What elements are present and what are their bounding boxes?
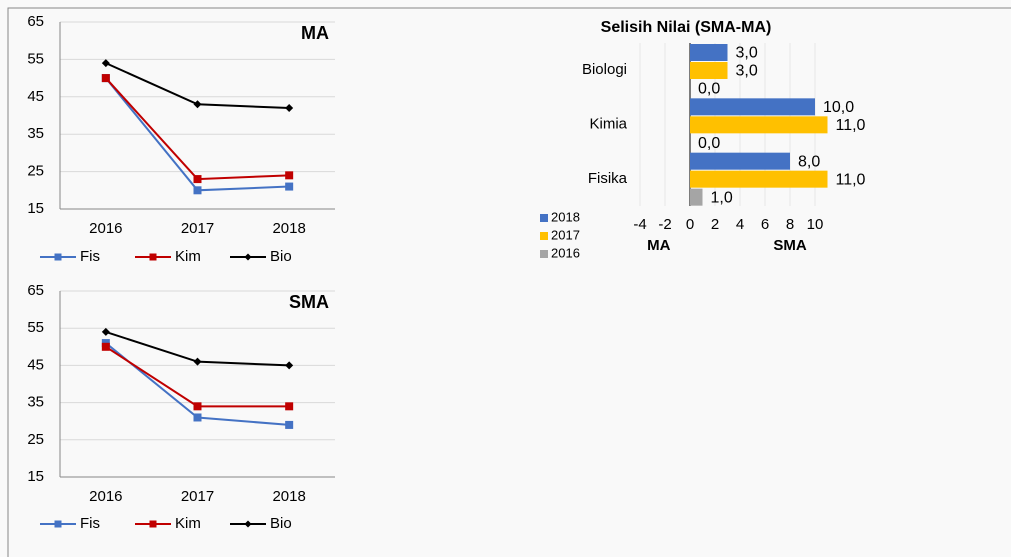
legend-label: Bio xyxy=(270,515,292,532)
x-tick-label: 4 xyxy=(736,216,744,233)
y-tick-label: 15 xyxy=(27,200,44,217)
x-tick-label: 2017 xyxy=(181,488,214,505)
marker xyxy=(101,342,110,351)
value-label: 1,0 xyxy=(711,189,733,206)
value-label: 11,0 xyxy=(836,117,866,134)
x-tick-label: -2 xyxy=(658,216,671,233)
y-tick-label: 55 xyxy=(27,50,44,67)
marker xyxy=(193,413,202,422)
legend-label: 2016 xyxy=(551,245,580,260)
marker xyxy=(285,104,294,113)
value-label: 0,0 xyxy=(698,135,720,152)
x-tick-label: -4 xyxy=(633,216,646,233)
legend-label: Kim xyxy=(175,515,201,532)
marker xyxy=(285,361,294,370)
axis-label: SMA xyxy=(773,237,807,254)
marker xyxy=(149,253,157,261)
marker xyxy=(285,420,294,429)
y-tick-label: 65 xyxy=(27,13,44,30)
marker xyxy=(244,253,252,261)
legend-label: 2018 xyxy=(551,209,580,224)
marker xyxy=(193,402,202,411)
chart-title: MA xyxy=(301,23,329,43)
marker xyxy=(193,175,202,184)
bar xyxy=(690,62,728,79)
bar xyxy=(690,188,703,206)
marker xyxy=(54,253,62,261)
y-tick-label: 65 xyxy=(27,282,44,299)
y-tick-label: 25 xyxy=(27,431,44,448)
marker xyxy=(285,182,294,191)
category-label: Biologi xyxy=(582,61,627,78)
legend-label: Fis xyxy=(80,248,100,265)
y-tick-label: 45 xyxy=(27,356,44,373)
marker xyxy=(149,520,157,528)
marker xyxy=(193,100,202,109)
y-tick-label: 25 xyxy=(27,163,44,180)
category-label: Kimia xyxy=(589,115,627,132)
marker xyxy=(54,520,62,528)
value-label: 3,0 xyxy=(736,63,758,80)
y-tick-label: 35 xyxy=(27,125,44,142)
marker xyxy=(285,402,294,411)
chart-title: SMA xyxy=(289,292,329,312)
marker xyxy=(101,59,110,68)
y-tick-label: 15 xyxy=(27,468,44,485)
marker xyxy=(285,171,294,180)
x-tick-label: 10 xyxy=(807,216,824,233)
legend-label: 2017 xyxy=(551,227,580,242)
y-tick-label: 35 xyxy=(27,394,44,411)
category-label: Fisika xyxy=(588,170,628,187)
marker xyxy=(101,327,110,336)
value-label: 3,0 xyxy=(736,45,758,62)
legend-label: Fis xyxy=(80,515,100,532)
bar xyxy=(690,44,728,61)
legend-swatch xyxy=(540,250,548,258)
bar xyxy=(690,98,815,116)
x-tick-label: 2018 xyxy=(272,488,305,505)
bar xyxy=(690,170,828,188)
legend-label: Bio xyxy=(270,248,292,265)
bar xyxy=(690,116,828,134)
x-tick-label: 2017 xyxy=(181,220,214,237)
marker xyxy=(193,186,202,195)
x-tick-label: 0 xyxy=(686,216,694,233)
value-label: 8,0 xyxy=(798,153,820,170)
x-tick-label: 2018 xyxy=(272,220,305,237)
legend-swatch xyxy=(540,214,548,222)
legend-swatch xyxy=(540,232,548,240)
axis-label: MA xyxy=(647,237,670,254)
value-label: 10,0 xyxy=(823,99,854,116)
x-tick-label: 2016 xyxy=(89,220,122,237)
bar xyxy=(690,152,790,170)
marker xyxy=(101,74,110,83)
marker xyxy=(193,357,202,366)
value-label: 0,0 xyxy=(698,81,720,98)
y-tick-label: 55 xyxy=(27,319,44,336)
x-tick-label: 6 xyxy=(761,216,769,233)
frame xyxy=(7,7,1011,557)
chart-title: Selisih Nilai (SMA-MA) xyxy=(601,19,772,36)
x-tick-label: 8 xyxy=(786,216,794,233)
marker xyxy=(244,520,252,528)
x-tick-label: 2016 xyxy=(89,488,122,505)
y-tick-label: 45 xyxy=(27,88,44,105)
legend-label: Kim xyxy=(175,248,201,265)
value-label: 11,0 xyxy=(836,171,866,188)
x-tick-label: 2 xyxy=(711,216,719,233)
